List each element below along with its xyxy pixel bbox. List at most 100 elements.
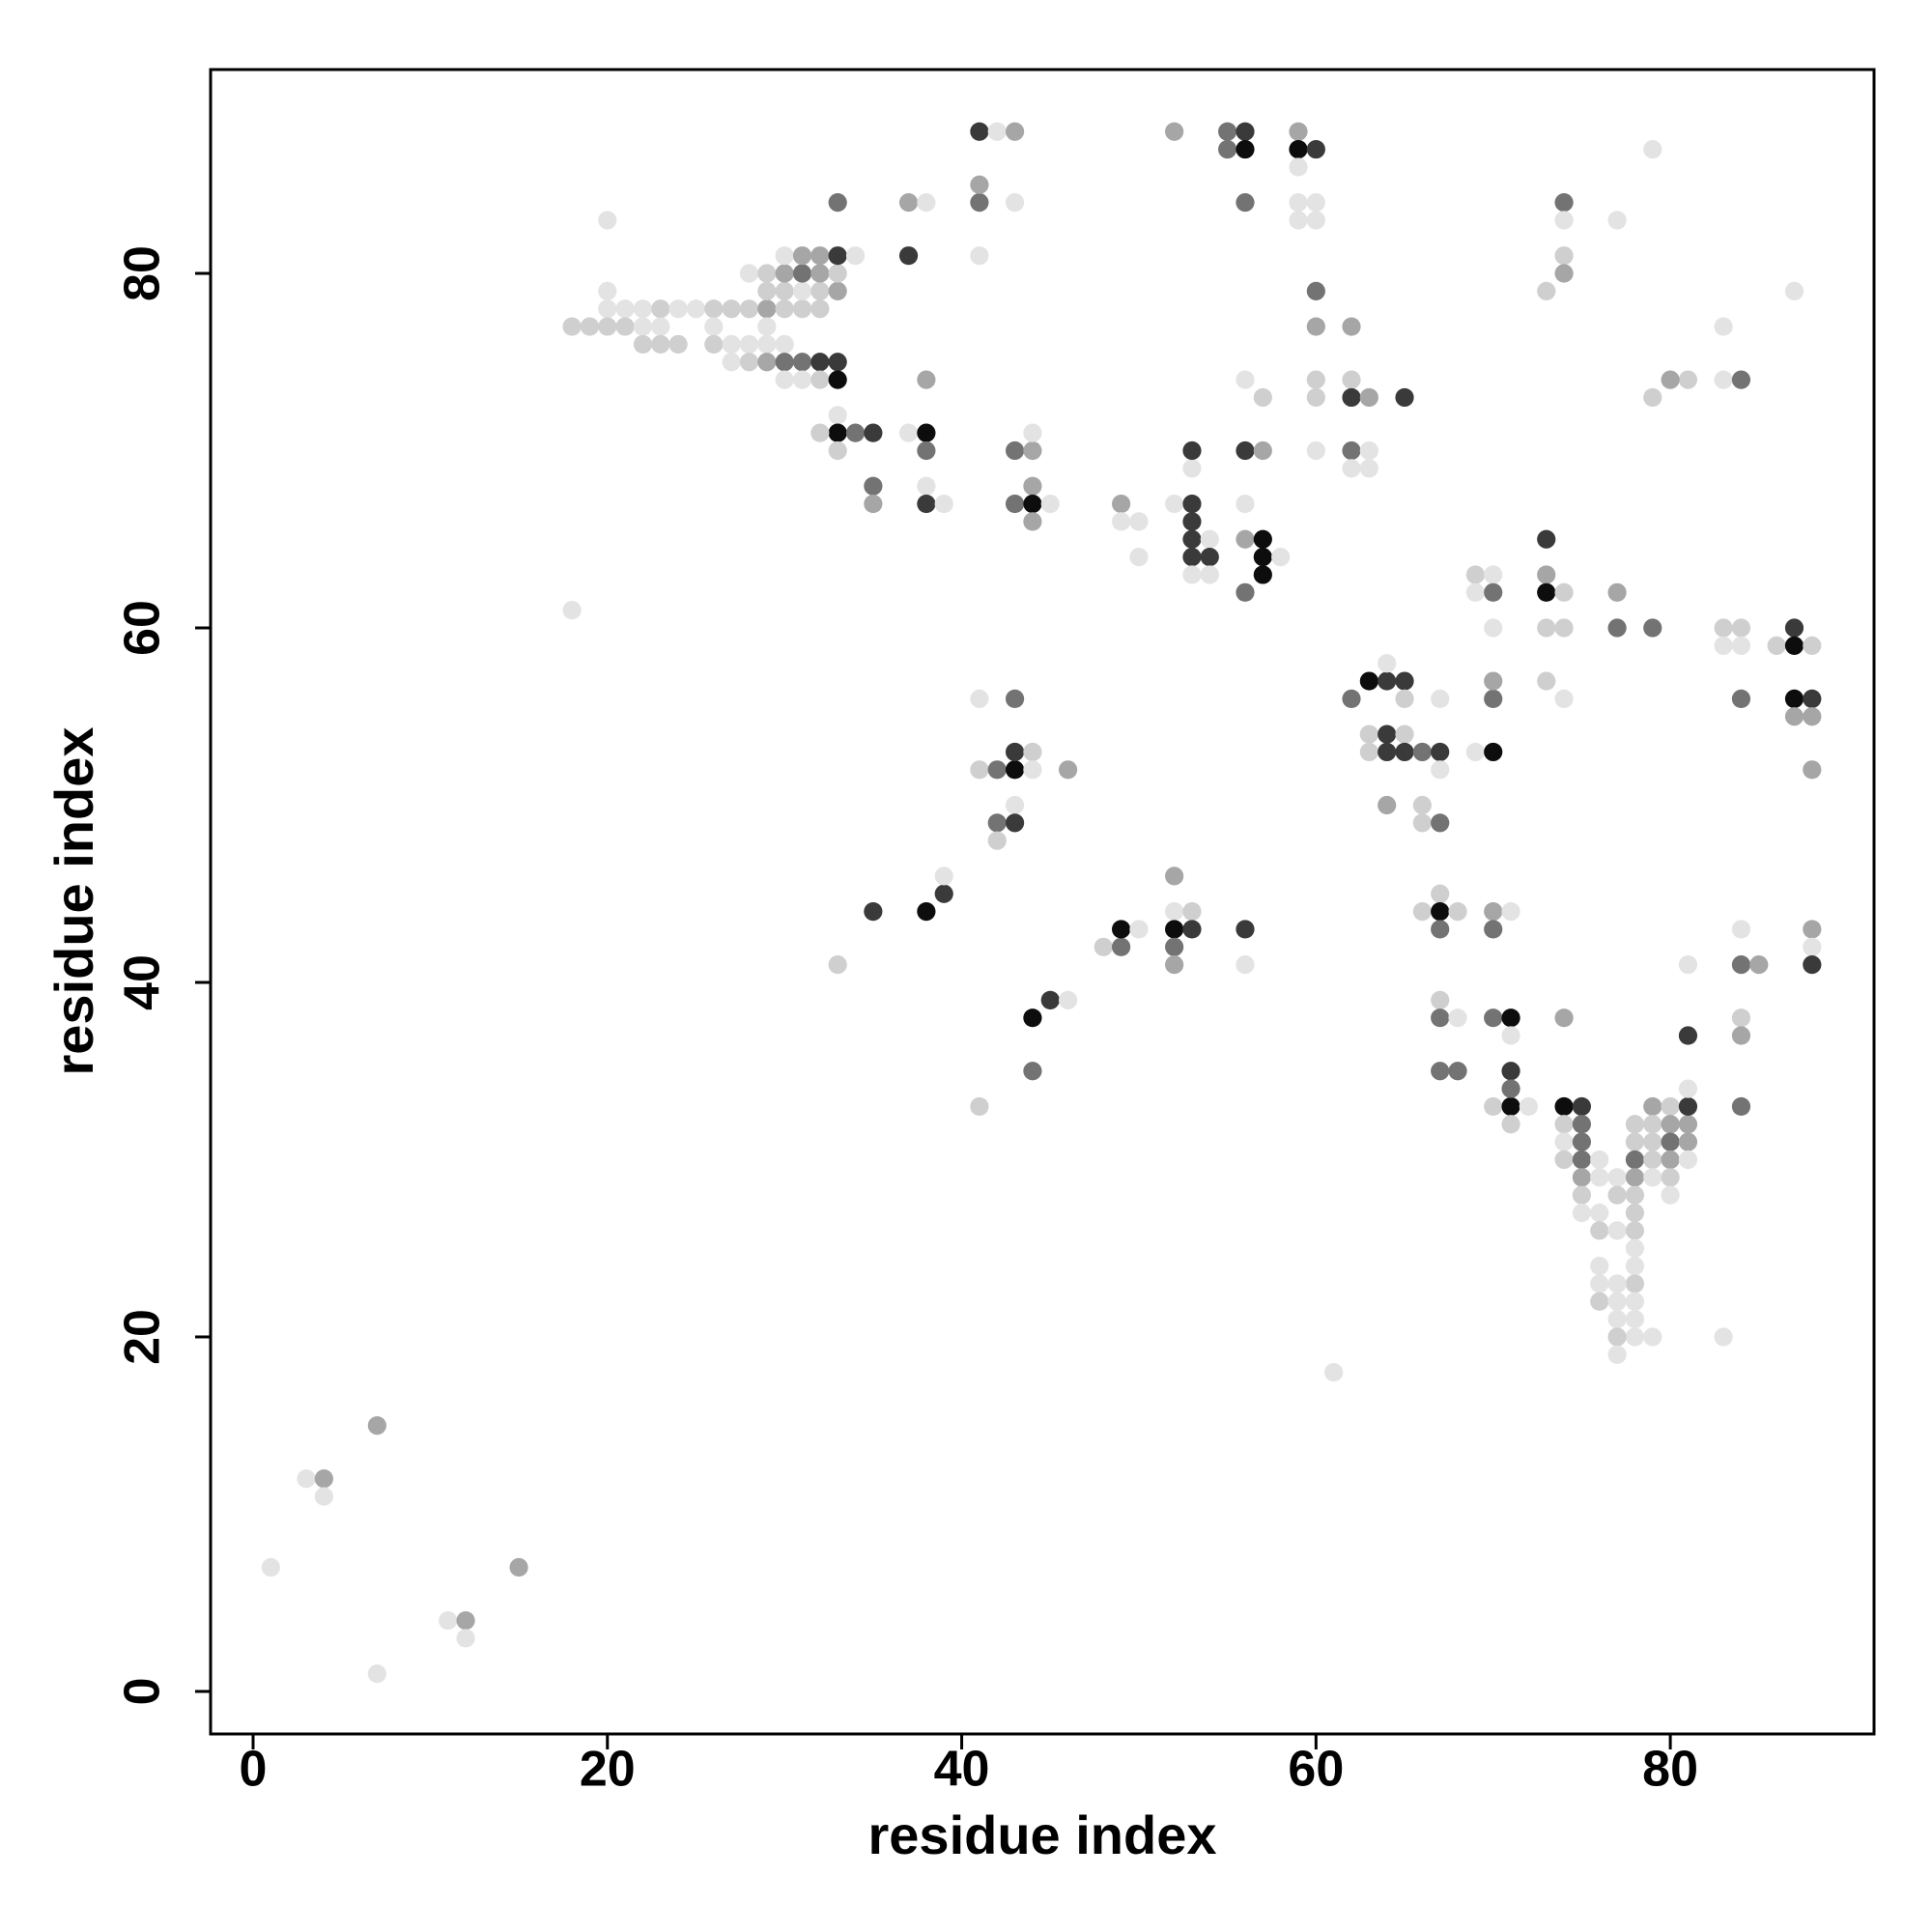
contact-point	[1448, 1009, 1467, 1028]
contact-point	[1342, 440, 1361, 461]
contact-point	[1625, 1203, 1645, 1223]
contact-point	[1554, 193, 1574, 213]
contact-point	[1236, 139, 1255, 159]
contact-point	[1678, 1079, 1698, 1098]
contact-point	[757, 281, 777, 300]
contact-point	[704, 334, 724, 355]
contact-point	[1625, 1115, 1645, 1134]
contact-point	[828, 370, 847, 389]
contact-point	[1803, 636, 1822, 655]
contact-point	[1165, 122, 1184, 141]
contact-point	[1607, 618, 1627, 638]
contact-point	[1731, 618, 1751, 638]
contact-point	[1412, 795, 1432, 815]
y-tick-label: 80	[115, 245, 171, 301]
contact-point	[1431, 742, 1450, 762]
contact-point	[1590, 1274, 1609, 1293]
contact-point	[1484, 920, 1503, 939]
contact-point	[1537, 565, 1556, 584]
contact-point	[1607, 1310, 1627, 1329]
contact-point	[970, 689, 989, 709]
contact-point	[1661, 1185, 1680, 1205]
contact-point	[1182, 494, 1202, 514]
contact-point	[1803, 920, 1822, 939]
contact-point	[668, 334, 688, 355]
contact-point	[1182, 529, 1202, 549]
contact-point	[1165, 494, 1184, 514]
contact-point	[917, 370, 936, 389]
contact-point	[1554, 246, 1574, 266]
contact-point	[810, 353, 830, 372]
contact-point	[775, 281, 794, 300]
contact-point	[1484, 1009, 1503, 1028]
contact-point	[775, 353, 794, 372]
contact-point	[810, 423, 830, 442]
contact-point	[1678, 1026, 1698, 1045]
contact-point	[1378, 724, 1397, 744]
contact-point	[1200, 548, 1219, 567]
contact-point	[1253, 387, 1272, 408]
contact-point	[1554, 1115, 1574, 1134]
contact-point	[314, 1487, 333, 1506]
contact-point	[1395, 671, 1414, 691]
contact-point	[633, 317, 653, 336]
contact-point	[367, 1416, 386, 1435]
contact-point	[1572, 1115, 1592, 1134]
contact-point	[1359, 742, 1378, 762]
contact-point	[739, 334, 759, 355]
contact-point	[917, 901, 936, 922]
contact-point	[1590, 1221, 1609, 1240]
contact-point	[1431, 760, 1450, 780]
contact-point	[1484, 901, 1503, 922]
contact-point	[1289, 122, 1308, 141]
contact-point	[1112, 512, 1131, 531]
contact-point	[1643, 1132, 1662, 1151]
contact-point	[1625, 1310, 1645, 1329]
contact-point	[1236, 529, 1255, 549]
contact-point	[917, 494, 936, 514]
contact-point	[1731, 370, 1751, 389]
y-tick-label: 0	[115, 1678, 171, 1706]
contact-point	[1058, 760, 1078, 780]
contact-point	[1501, 901, 1520, 922]
contact-point	[1572, 1132, 1592, 1151]
contact-point	[845, 423, 866, 442]
contact-point	[1412, 813, 1432, 833]
contact-point	[509, 1557, 528, 1577]
contact-point	[1784, 707, 1804, 726]
contact-point	[828, 193, 847, 213]
contact-point	[1643, 618, 1662, 638]
contact-point	[898, 193, 919, 213]
contact-point	[1731, 1026, 1751, 1045]
contact-point	[1306, 281, 1325, 300]
contact-point	[1607, 1292, 1627, 1311]
contact-point	[1289, 211, 1308, 230]
contact-point	[1236, 122, 1255, 141]
contact-point	[970, 760, 989, 780]
contact-point	[1023, 1009, 1042, 1028]
contact-point	[917, 440, 936, 461]
contact-point	[1431, 884, 1450, 903]
x-tick-label: 40	[934, 1742, 990, 1798]
contact-point	[1661, 1132, 1680, 1151]
contact-point	[1431, 990, 1450, 1009]
contact-point	[722, 299, 741, 319]
contact-point	[1714, 636, 1733, 655]
contact-point	[1590, 1256, 1609, 1276]
contact-point	[828, 246, 847, 266]
x-tick-label: 20	[580, 1742, 636, 1798]
contact-point	[970, 1096, 989, 1117]
contact-point	[1378, 742, 1397, 762]
contact-point	[1484, 742, 1503, 762]
contact-point	[1731, 920, 1751, 939]
contact-point	[1678, 955, 1698, 975]
contact-point	[1554, 211, 1574, 230]
contact-point	[1572, 1168, 1592, 1187]
x-tick-label: 0	[240, 1742, 268, 1798]
contact-point	[1784, 281, 1804, 300]
contact-point	[1112, 494, 1131, 514]
contact-point	[1253, 440, 1272, 461]
contact-point	[1484, 689, 1503, 709]
contact-point	[598, 211, 617, 230]
contact-point	[1554, 618, 1574, 638]
